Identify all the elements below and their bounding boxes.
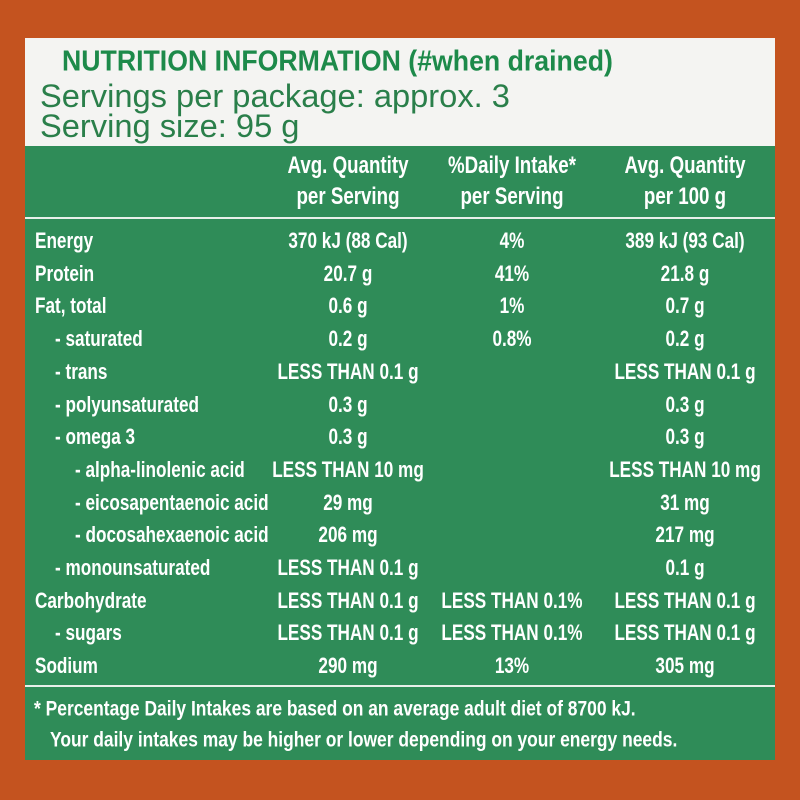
table-panel [25, 146, 775, 760]
cell: 0.3 g [328, 391, 368, 417]
cell: 206 mg [318, 522, 378, 548]
footnote: * Percentage Daily Intakes are based on … [34, 697, 636, 721]
row-label: Carbohydrate [35, 587, 147, 613]
servings-per-package: Servings per package: approx. 3 [40, 78, 510, 114]
cell: 13% [494, 653, 530, 679]
column-header: %Daily Intake* [448, 152, 576, 179]
cell: 290 mg [318, 653, 378, 679]
row-label: Protein [35, 260, 95, 286]
cell: 1% [499, 293, 525, 319]
cell: 0.1 g [665, 555, 705, 580]
column-header: per 100 g [643, 183, 727, 210]
row-label: - omega 3 [55, 424, 136, 450]
cell: 389 kJ (93 Cal) [625, 228, 745, 253]
cell: LESS THAN 0.1 g [277, 587, 419, 613]
cell: 0.2 g [665, 326, 705, 352]
column-header: Avg. Quantity [624, 152, 746, 179]
cell: 21.8 g [660, 260, 710, 286]
column-header: per Serving [296, 183, 400, 210]
cell: 29 mg [323, 489, 373, 515]
row-label: - eicosapentaenoic acid [75, 489, 269, 515]
cell: LESS THAN 0.1 g [614, 358, 756, 384]
cell: 305 mg [655, 653, 715, 679]
column-header: Avg. Quantity [287, 152, 409, 179]
cell: 0.6 g [328, 293, 368, 319]
row-label: - alpha-linolenic acid [75, 456, 245, 482]
cell: 217 mg [655, 522, 715, 548]
cell: LESS THAN 0.1 g [614, 587, 756, 613]
cell: 20.7 g [323, 260, 373, 286]
row-label: - monounsaturated [55, 555, 211, 580]
cell: 0.8% [492, 326, 532, 352]
cell: LESS THAN 10 mg [609, 456, 761, 482]
cell: LESS THAN 0.1% [441, 587, 583, 613]
header-panel [25, 38, 775, 146]
row-label: - docosahexaenoic acid [75, 522, 269, 548]
cell: 0.2 g [328, 326, 368, 352]
cell: 0.3 g [665, 391, 705, 417]
cell: 0.3 g [665, 424, 705, 450]
row-label: - saturated [55, 326, 143, 352]
row-label: - sugars [55, 620, 122, 646]
cell: LESS THAN 0.1 g [614, 620, 756, 646]
row-label: - trans [55, 358, 108, 384]
row-label: Sodium [35, 653, 98, 679]
cell: 0.3 g [328, 424, 368, 450]
header-rule [25, 217, 775, 219]
column-header: per Serving [460, 183, 564, 210]
footnote-rule [25, 685, 775, 687]
row-label: Energy [35, 228, 94, 253]
cell: 41% [494, 260, 530, 286]
cell: LESS THAN 0.1% [441, 620, 583, 646]
serving-size: Serving size: 95 g [40, 108, 300, 144]
cell: 370 kJ (88 Cal) [288, 228, 408, 253]
cell: LESS THAN 0.1 g [277, 358, 419, 384]
row-label: Fat, total [35, 293, 107, 319]
cell: 0.7 g [665, 293, 705, 319]
cell: 31 mg [660, 489, 710, 515]
cell: 4% [499, 228, 525, 253]
cell: LESS THAN 0.1 g [277, 620, 419, 646]
title: NUTRITION INFORMATION (#when drained) [62, 45, 613, 78]
cell: LESS THAN 0.1 g [277, 555, 419, 580]
cell: LESS THAN 10 mg [272, 456, 424, 482]
footnote: Your daily intakes may be higher or lowe… [50, 728, 678, 752]
row-label: - polyunsaturated [55, 391, 199, 417]
